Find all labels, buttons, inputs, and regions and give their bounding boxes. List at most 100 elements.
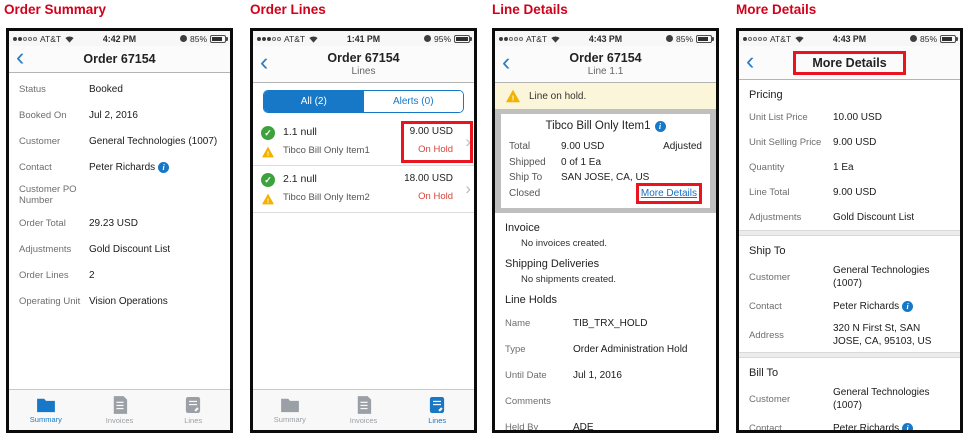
folder-icon bbox=[280, 398, 299, 412]
field-label: Unit Selling Price bbox=[749, 137, 822, 148]
warning-icon: ! bbox=[262, 146, 274, 158]
lines-icon bbox=[186, 396, 201, 413]
field-label: Customer bbox=[749, 394, 791, 405]
tab-summary[interactable]: Summary bbox=[253, 390, 327, 430]
field-label: Address bbox=[749, 330, 784, 341]
line-card-container: Tibco Bill Only Item1 i Total 9.00 USD Adj… bbox=[495, 109, 716, 213]
info-icon[interactable]: i bbox=[158, 161, 170, 173]
order-lines-content: All (2) Alerts (0) ✓ ! 1.1 null Tibco Bi… bbox=[253, 83, 474, 389]
line-details-content: ! Line on hold. Tibco Bill Only Item1 i … bbox=[495, 83, 716, 430]
tab-lines[interactable]: Lines bbox=[156, 390, 230, 430]
card-right: Adjusted bbox=[663, 141, 702, 152]
battery-icon bbox=[454, 34, 472, 43]
section-title-invoice: Invoice bbox=[505, 222, 540, 234]
tab-label: Summary bbox=[273, 414, 306, 424]
field-value: 1 Ea bbox=[833, 162, 854, 173]
back-button[interactable]: ‹ bbox=[746, 46, 755, 75]
field-value: Peter Richards i bbox=[833, 423, 914, 430]
folder-icon bbox=[36, 398, 55, 412]
field-row-comments: Comments bbox=[495, 388, 716, 414]
field-value: Vision Operations bbox=[89, 295, 168, 307]
carrier-label: AT&T bbox=[284, 33, 306, 44]
tab-invoices[interactable]: Invoices bbox=[327, 390, 401, 430]
wifi-icon bbox=[309, 36, 318, 43]
tab-summary[interactable]: Summary bbox=[9, 390, 83, 430]
line-row-2[interactable]: ✓ ! 2.1 null Tibco Bill Only Item2 18.00… bbox=[253, 166, 474, 213]
field-row-type: Type Order Administration Hold bbox=[495, 336, 716, 362]
nav-subtitle: Lines bbox=[351, 66, 376, 77]
field-row-status: Status Booked bbox=[9, 76, 230, 102]
card-value: SAN JOSE, CA, US bbox=[561, 172, 650, 183]
field-row-booked-on: Booked On Jul 2, 2016 bbox=[9, 102, 230, 128]
field-value: Jul 2, 2016 bbox=[89, 109, 138, 121]
line-status-icons: ✓ ! bbox=[261, 172, 283, 207]
field-row-adjustments: Adjustments Gold Discount List bbox=[9, 236, 230, 262]
segment-all[interactable]: All (2) bbox=[264, 91, 364, 112]
field-value: TIB_TRX_HOLD bbox=[573, 317, 648, 329]
status-bar: AT&T 4:42 PM 85% bbox=[9, 31, 230, 46]
info-icon[interactable]: i bbox=[902, 301, 914, 312]
more-details-link[interactable]: More Details bbox=[640, 187, 697, 199]
segment-alerts[interactable]: Alerts (0) bbox=[363, 91, 463, 112]
warning-icon: ! bbox=[506, 89, 520, 103]
order-summary-content: Status Booked Booked On Jul 2, 2016 Custom… bbox=[9, 73, 230, 389]
tab-label: Lines bbox=[428, 415, 447, 425]
back-button[interactable]: ‹ bbox=[16, 43, 25, 71]
field-value: Booked bbox=[89, 83, 123, 95]
nav-title: More Details bbox=[812, 55, 887, 70]
nav-bar: ‹ More Details bbox=[739, 46, 960, 80]
field-label: Adjustments bbox=[749, 212, 802, 223]
card-value: 9.00 USD bbox=[561, 141, 605, 152]
nav-title: Order 67154 bbox=[327, 51, 400, 65]
wifi-icon bbox=[551, 36, 560, 43]
battery-percent: 85% bbox=[189, 33, 207, 44]
card-label: Ship To bbox=[509, 172, 543, 183]
battery-icon bbox=[696, 34, 714, 43]
signal-strength-icon bbox=[13, 36, 37, 41]
field-label: Line Total bbox=[749, 187, 790, 198]
tab-invoices[interactable]: Invoices bbox=[83, 390, 157, 430]
invoices-icon bbox=[113, 395, 127, 414]
status-bar: AT&T 4:43 PM 85% bbox=[495, 31, 716, 46]
battery-percent: 85% bbox=[919, 33, 937, 44]
section-title-line-holds: Line Holds bbox=[505, 294, 557, 306]
line-status-icons: ✓ ! bbox=[261, 125, 283, 160]
annotation-more-details: More Details bbox=[736, 2, 817, 17]
line-card: Tibco Bill Only Item1 i Total 9.00 USD Adj… bbox=[501, 114, 710, 208]
line-amount: 18.00 USD bbox=[404, 173, 453, 184]
field-label: Name bbox=[505, 317, 531, 329]
chevron-right-icon: › bbox=[465, 132, 471, 151]
section-note: No shipments created. bbox=[521, 274, 617, 285]
field-label: Booked On bbox=[19, 109, 67, 121]
tab-lines[interactable]: Lines bbox=[400, 390, 474, 430]
warning-icon: ! bbox=[262, 193, 274, 205]
signal-strength-icon bbox=[743, 36, 767, 41]
field-value: Peter Richards i bbox=[833, 301, 914, 312]
section-title-pricing: Pricing bbox=[749, 89, 783, 101]
chevron-right-icon: › bbox=[465, 179, 471, 198]
phone-line-details: AT&T 4:43 PM 85% ‹ Order 67154 Line 1.1 … bbox=[492, 28, 719, 433]
nav-bar: ‹ Order 67154 Lines bbox=[253, 46, 474, 83]
line-row-1[interactable]: ✓ ! 1.1 null Tibco Bill Only Item1 9.00 … bbox=[253, 119, 474, 166]
field-value: ADE bbox=[573, 421, 594, 431]
alarm-icon bbox=[665, 35, 673, 42]
info-icon[interactable]: i bbox=[902, 423, 914, 430]
line-text: 1.1 null Tibco Bill Only Item1 bbox=[283, 125, 410, 160]
back-button[interactable]: ‹ bbox=[260, 48, 269, 76]
svg-text:!: ! bbox=[512, 94, 515, 103]
alarm-icon bbox=[423, 35, 431, 42]
field-value: General Technologies (1007) bbox=[833, 265, 930, 289]
section-title-shipping: Shipping Deliveries bbox=[505, 258, 600, 270]
phone-order-lines: AT&T 1:41 PM 95% ‹ Order 67154 Lines All… bbox=[250, 28, 477, 433]
item-name: Tibco Bill Only Item1 bbox=[545, 120, 651, 132]
wifi-icon bbox=[65, 36, 74, 43]
field-label: Unit List Price bbox=[749, 112, 808, 123]
card-label: Total bbox=[509, 141, 531, 152]
section-title-ship-to: Ship To bbox=[749, 245, 786, 257]
field-row-held-by: Held By ADE bbox=[495, 414, 716, 431]
info-icon[interactable]: i bbox=[654, 120, 666, 132]
signal-strength-icon bbox=[499, 36, 523, 41]
back-button[interactable]: ‹ bbox=[502, 48, 511, 76]
card-title: Tibco Bill Only Item1 i bbox=[509, 120, 702, 132]
card-value bbox=[561, 186, 636, 202]
